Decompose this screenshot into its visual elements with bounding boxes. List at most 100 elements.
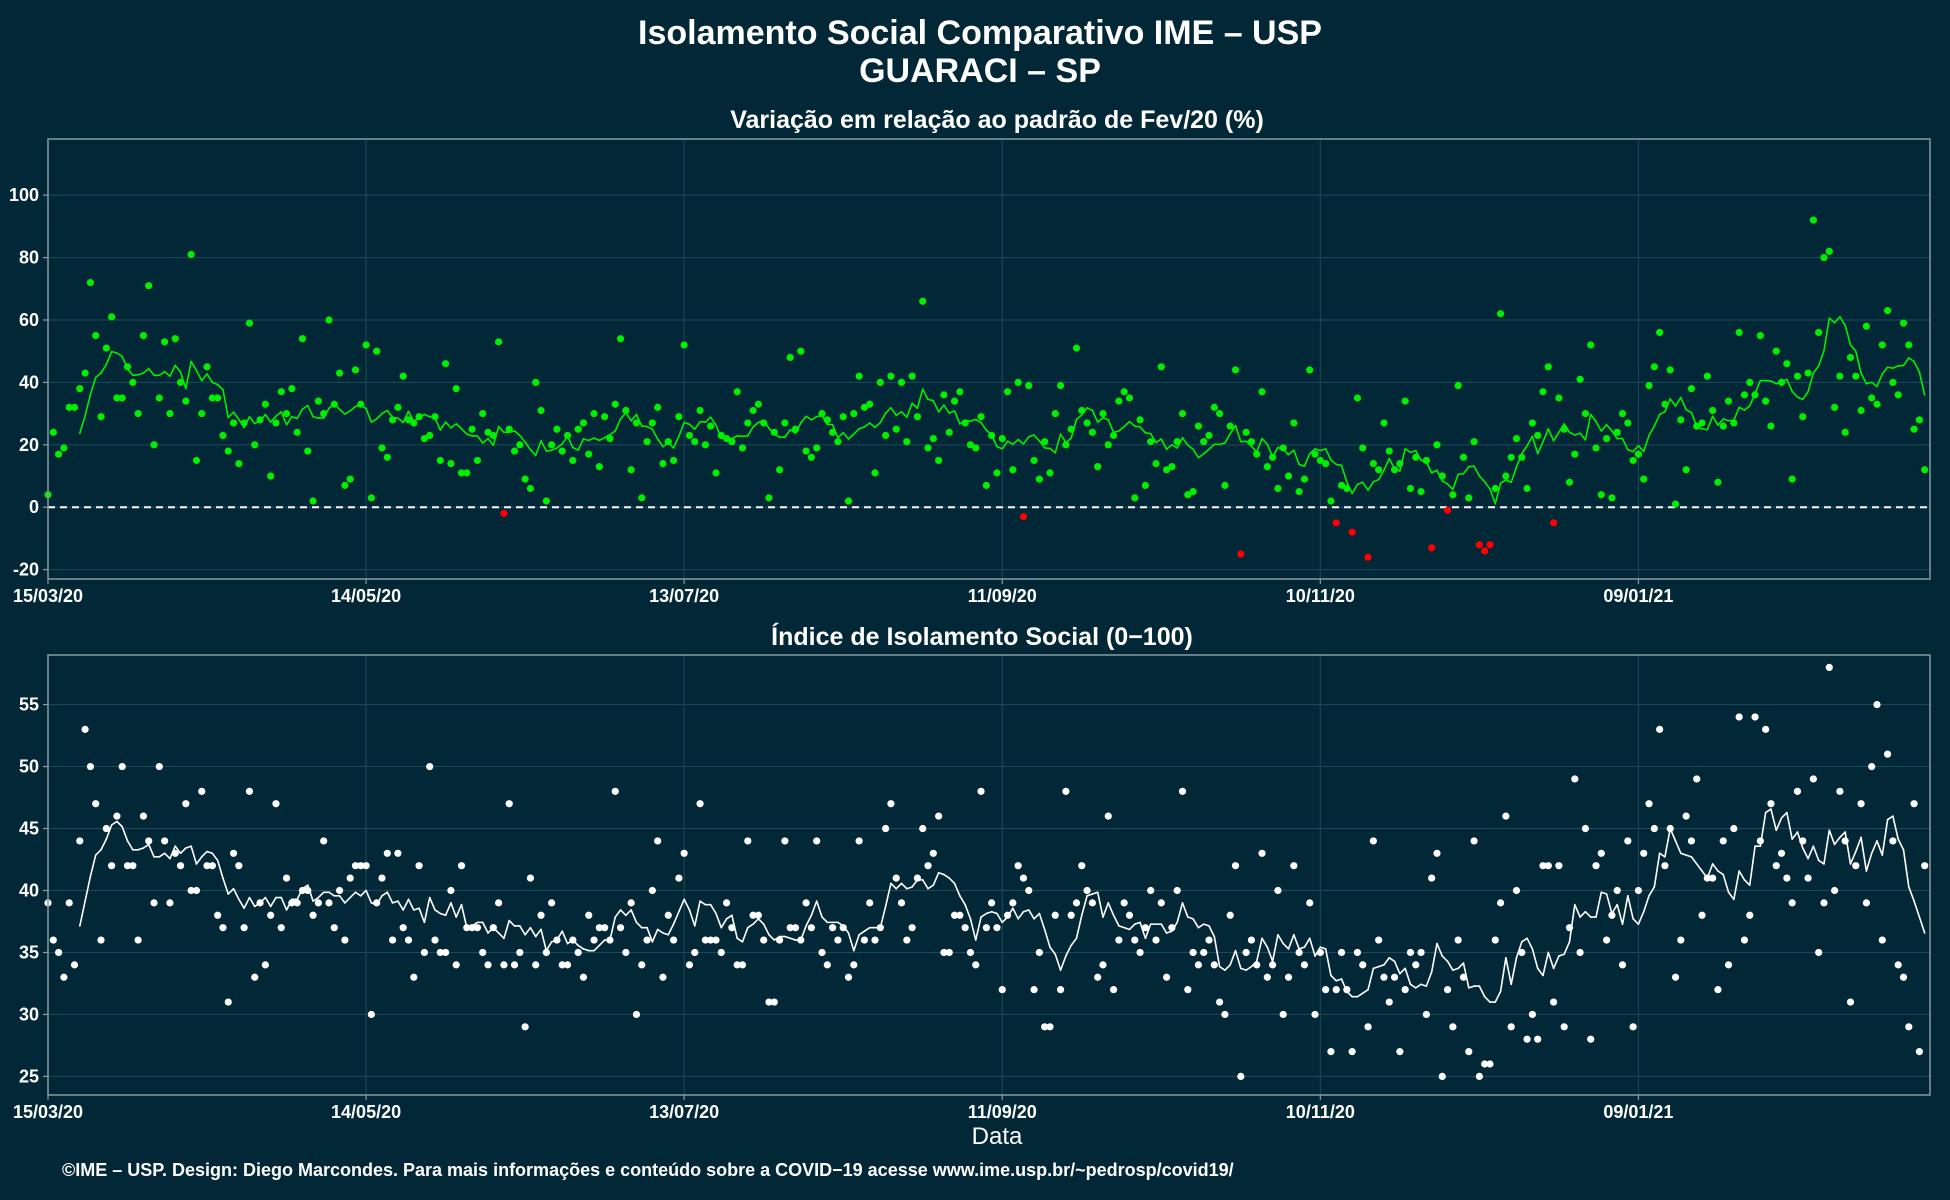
moving-average-segment (619, 909, 627, 917)
data-point (436, 948, 444, 957)
data-point (1555, 862, 1563, 870)
data-point (1491, 484, 1499, 493)
data-point (956, 911, 964, 919)
data-point (913, 874, 922, 882)
moving-average-segment (476, 435, 484, 444)
data-point (781, 837, 789, 845)
data-point (770, 998, 778, 1006)
data-point (1608, 911, 1616, 919)
data-point (139, 331, 148, 340)
data-point (1550, 519, 1558, 527)
moving-average-segment (1165, 930, 1173, 934)
data-point (1576, 375, 1584, 383)
moving-average-segment (344, 896, 351, 904)
data-point (924, 444, 932, 452)
moving-average-segment (858, 426, 866, 430)
y-tick-label: 55 (19, 695, 39, 715)
moving-average-segment (1012, 438, 1019, 446)
data-point (860, 403, 869, 411)
moving-average-segment (1733, 406, 1740, 422)
x-tick-label: 11/09/20 (968, 1102, 1037, 1122)
data-point (1624, 419, 1632, 427)
moving-average-segment (328, 891, 336, 897)
data-point (1359, 961, 1367, 969)
moving-average-segment (423, 413, 431, 418)
data-point (510, 447, 519, 455)
data-point (929, 434, 937, 443)
data-point (516, 948, 524, 957)
moving-average-segment (1722, 873, 1730, 894)
data-point (1433, 849, 1441, 857)
data-point (1528, 419, 1536, 427)
moving-average-segment (1812, 845, 1820, 862)
data-point (373, 899, 381, 907)
data-point (712, 469, 720, 477)
data-point (1539, 862, 1547, 870)
moving-average-segment (746, 426, 754, 437)
moving-average-segment (1452, 967, 1459, 971)
data-point (1539, 388, 1547, 396)
data-point (1645, 381, 1653, 390)
moving-average-segment (1584, 413, 1592, 441)
moving-average-segment (1330, 459, 1338, 466)
moving-average-segment (996, 445, 1004, 450)
data-point (1629, 456, 1637, 465)
moving-average-segment (1022, 909, 1030, 913)
moving-average-segment (1568, 903, 1576, 943)
y-tick-label: 25 (19, 1066, 39, 1086)
data-point (1375, 936, 1383, 944)
data-point (484, 428, 492, 436)
data-point (214, 394, 222, 402)
moving-average-segment (1653, 413, 1661, 427)
moving-average-segment (1595, 891, 1603, 918)
moving-average-segment (1637, 910, 1645, 925)
moving-average-segment (137, 847, 145, 851)
data-point (850, 961, 858, 969)
moving-average-segment (1356, 992, 1364, 998)
data-point (1168, 924, 1176, 932)
data-point (49, 936, 57, 944)
data-point (1873, 400, 1881, 408)
data-point (113, 394, 121, 402)
moving-average-segment (163, 370, 171, 377)
data-point (1231, 862, 1240, 870)
data-point (208, 394, 216, 402)
moving-average-segment (837, 431, 845, 439)
moving-average-segment (736, 937, 744, 943)
data-point (972, 444, 980, 452)
moving-average-segment (269, 896, 277, 908)
moving-average-segment (1558, 953, 1566, 957)
data-point (1088, 899, 1096, 907)
data-point (92, 800, 100, 808)
data-point (1518, 948, 1526, 957)
data-point (940, 391, 948, 399)
data-point (1205, 936, 1213, 944)
moving-average-segment (216, 859, 224, 879)
moving-average-segment (715, 912, 723, 929)
y-tick-label: 60 (19, 310, 39, 330)
data-point (1396, 1048, 1404, 1056)
data-point (463, 469, 471, 477)
moving-average-segment (874, 421, 882, 429)
data-point (1465, 1048, 1473, 1056)
data-point (320, 837, 328, 845)
moving-average-segment (805, 914, 813, 927)
moving-average-segment (847, 433, 855, 440)
data-point (1915, 416, 1923, 424)
data-point (680, 849, 688, 857)
data-point (754, 400, 762, 408)
moving-average-segment (94, 372, 102, 379)
data-point (1820, 253, 1828, 262)
moving-average-segment (1086, 893, 1094, 897)
data-point (1359, 444, 1367, 452)
data-point (1178, 787, 1187, 795)
moving-average-segment (1727, 891, 1735, 901)
data-point (744, 837, 752, 845)
data-point (1237, 1072, 1245, 1081)
data-point (1581, 410, 1590, 418)
data-point (1846, 353, 1855, 362)
moving-average-segment (550, 447, 558, 451)
data-point (579, 973, 588, 981)
moving-average-segment (693, 900, 701, 927)
data-point (1147, 438, 1155, 446)
